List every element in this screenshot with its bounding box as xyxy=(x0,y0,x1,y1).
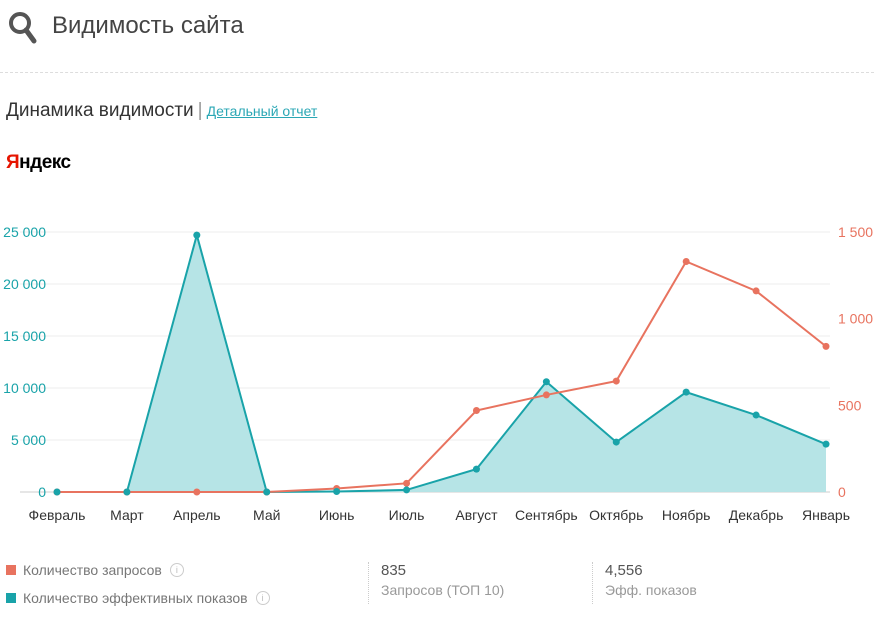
y-left-tick-label: 0 xyxy=(38,484,46,500)
series-line-requests xyxy=(57,260,827,493)
x-tick-label: Октябрь xyxy=(589,507,643,523)
stat-label: Эфф. показов xyxy=(605,582,697,598)
y-right-tick-label: 500 xyxy=(838,397,862,413)
search-icon xyxy=(9,12,37,44)
data-point-impressions xyxy=(612,438,620,446)
section-separator: | xyxy=(197,100,203,121)
data-point-impressions xyxy=(542,378,550,386)
page-header: Видимость сайта xyxy=(0,0,874,72)
data-point-requests xyxy=(612,377,620,385)
data-point-impressions xyxy=(193,231,201,239)
data-point-requests xyxy=(752,287,760,295)
yandex-logo-rest: ндекс xyxy=(19,152,71,173)
data-point-impressions xyxy=(53,488,61,496)
stat-top10-requests: 835 Запросов (ТОП 10) xyxy=(368,562,504,604)
x-tick-label: Сентябрь xyxy=(515,507,578,523)
data-point-impressions xyxy=(472,465,480,473)
series-area-impressions xyxy=(57,235,826,492)
y-left-tick-label: 5 000 xyxy=(11,432,46,448)
data-point-requests xyxy=(822,342,830,350)
y-left-tick-label: 15 000 xyxy=(3,328,46,344)
legend-swatch-requests xyxy=(6,565,16,575)
data-point-impressions xyxy=(403,486,411,494)
stat-value: 4,556 xyxy=(605,562,643,579)
x-tick-label: Январь xyxy=(802,507,850,523)
visibility-chart: 0 5 000 10 000 15 000 20 000 25 000 0 500 1 000 1… xyxy=(3,224,873,523)
page-title: Видимость сайта xyxy=(52,12,244,39)
x-tick-label: Март xyxy=(110,507,144,523)
x-tick-label: Июль xyxy=(389,507,425,523)
x-tick-label: Апрель xyxy=(173,507,221,523)
detailed-report-link[interactable]: Детальный отчет xyxy=(206,103,318,119)
section-header: Динамика видимости | Детальный отчет xyxy=(6,100,317,122)
y-left-tick-label: 25 000 xyxy=(3,224,46,240)
data-point-requests xyxy=(403,479,411,487)
chart-legend: Количество запросов i Количество эффекти… xyxy=(6,556,270,612)
yandex-logo: Яндекс xyxy=(6,152,71,174)
x-tick-label: Август xyxy=(455,507,498,523)
x-tick-label: Декабрь xyxy=(729,507,784,523)
legend-item-requests[interactable]: Количество запросов i xyxy=(6,556,270,584)
data-point-impressions xyxy=(822,440,830,448)
yandex-logo-first-letter: Я xyxy=(6,152,20,173)
y-right-tick-label: 0 xyxy=(838,484,846,500)
stat-label: Запросов (ТОП 10) xyxy=(381,582,505,598)
info-icon[interactable]: i xyxy=(255,591,270,605)
data-point-impressions xyxy=(752,411,760,419)
data-point-requests xyxy=(472,407,480,415)
x-tick-label: Май xyxy=(253,507,280,523)
y-right-tick-label: 1 500 xyxy=(838,224,873,240)
data-point-requests xyxy=(542,391,550,399)
section-title: Динамика видимости xyxy=(6,100,194,121)
data-point-impressions xyxy=(682,388,690,396)
stat-effective-impressions: 4,556 Эфф. показов xyxy=(592,562,697,604)
series-line-impressions xyxy=(57,231,827,494)
y-left-tick-label: 10 000 xyxy=(3,380,46,396)
legend-item-impressions[interactable]: Количество эффективных показов i xyxy=(6,584,270,612)
data-point-requests xyxy=(193,488,201,496)
data-point-requests xyxy=(682,257,690,265)
x-tick-label: Февраль xyxy=(29,507,86,523)
legend-swatch-impressions xyxy=(6,593,16,603)
x-tick-label: Июнь xyxy=(319,507,355,523)
stat-value: 835 xyxy=(381,562,407,579)
x-tick-label: Ноябрь xyxy=(662,507,711,523)
header-divider xyxy=(0,72,874,73)
info-icon[interactable]: i xyxy=(169,563,184,577)
data-point-impressions xyxy=(263,488,271,496)
legend-label-requests: Количество запросов xyxy=(23,562,162,578)
data-point-impressions xyxy=(333,487,341,495)
y-right-tick-label: 1 000 xyxy=(838,311,873,327)
y-left-tick-label: 20 000 xyxy=(3,276,46,292)
data-point-impressions xyxy=(123,488,131,496)
legend-label-impressions: Количество эффективных показов xyxy=(23,590,248,606)
